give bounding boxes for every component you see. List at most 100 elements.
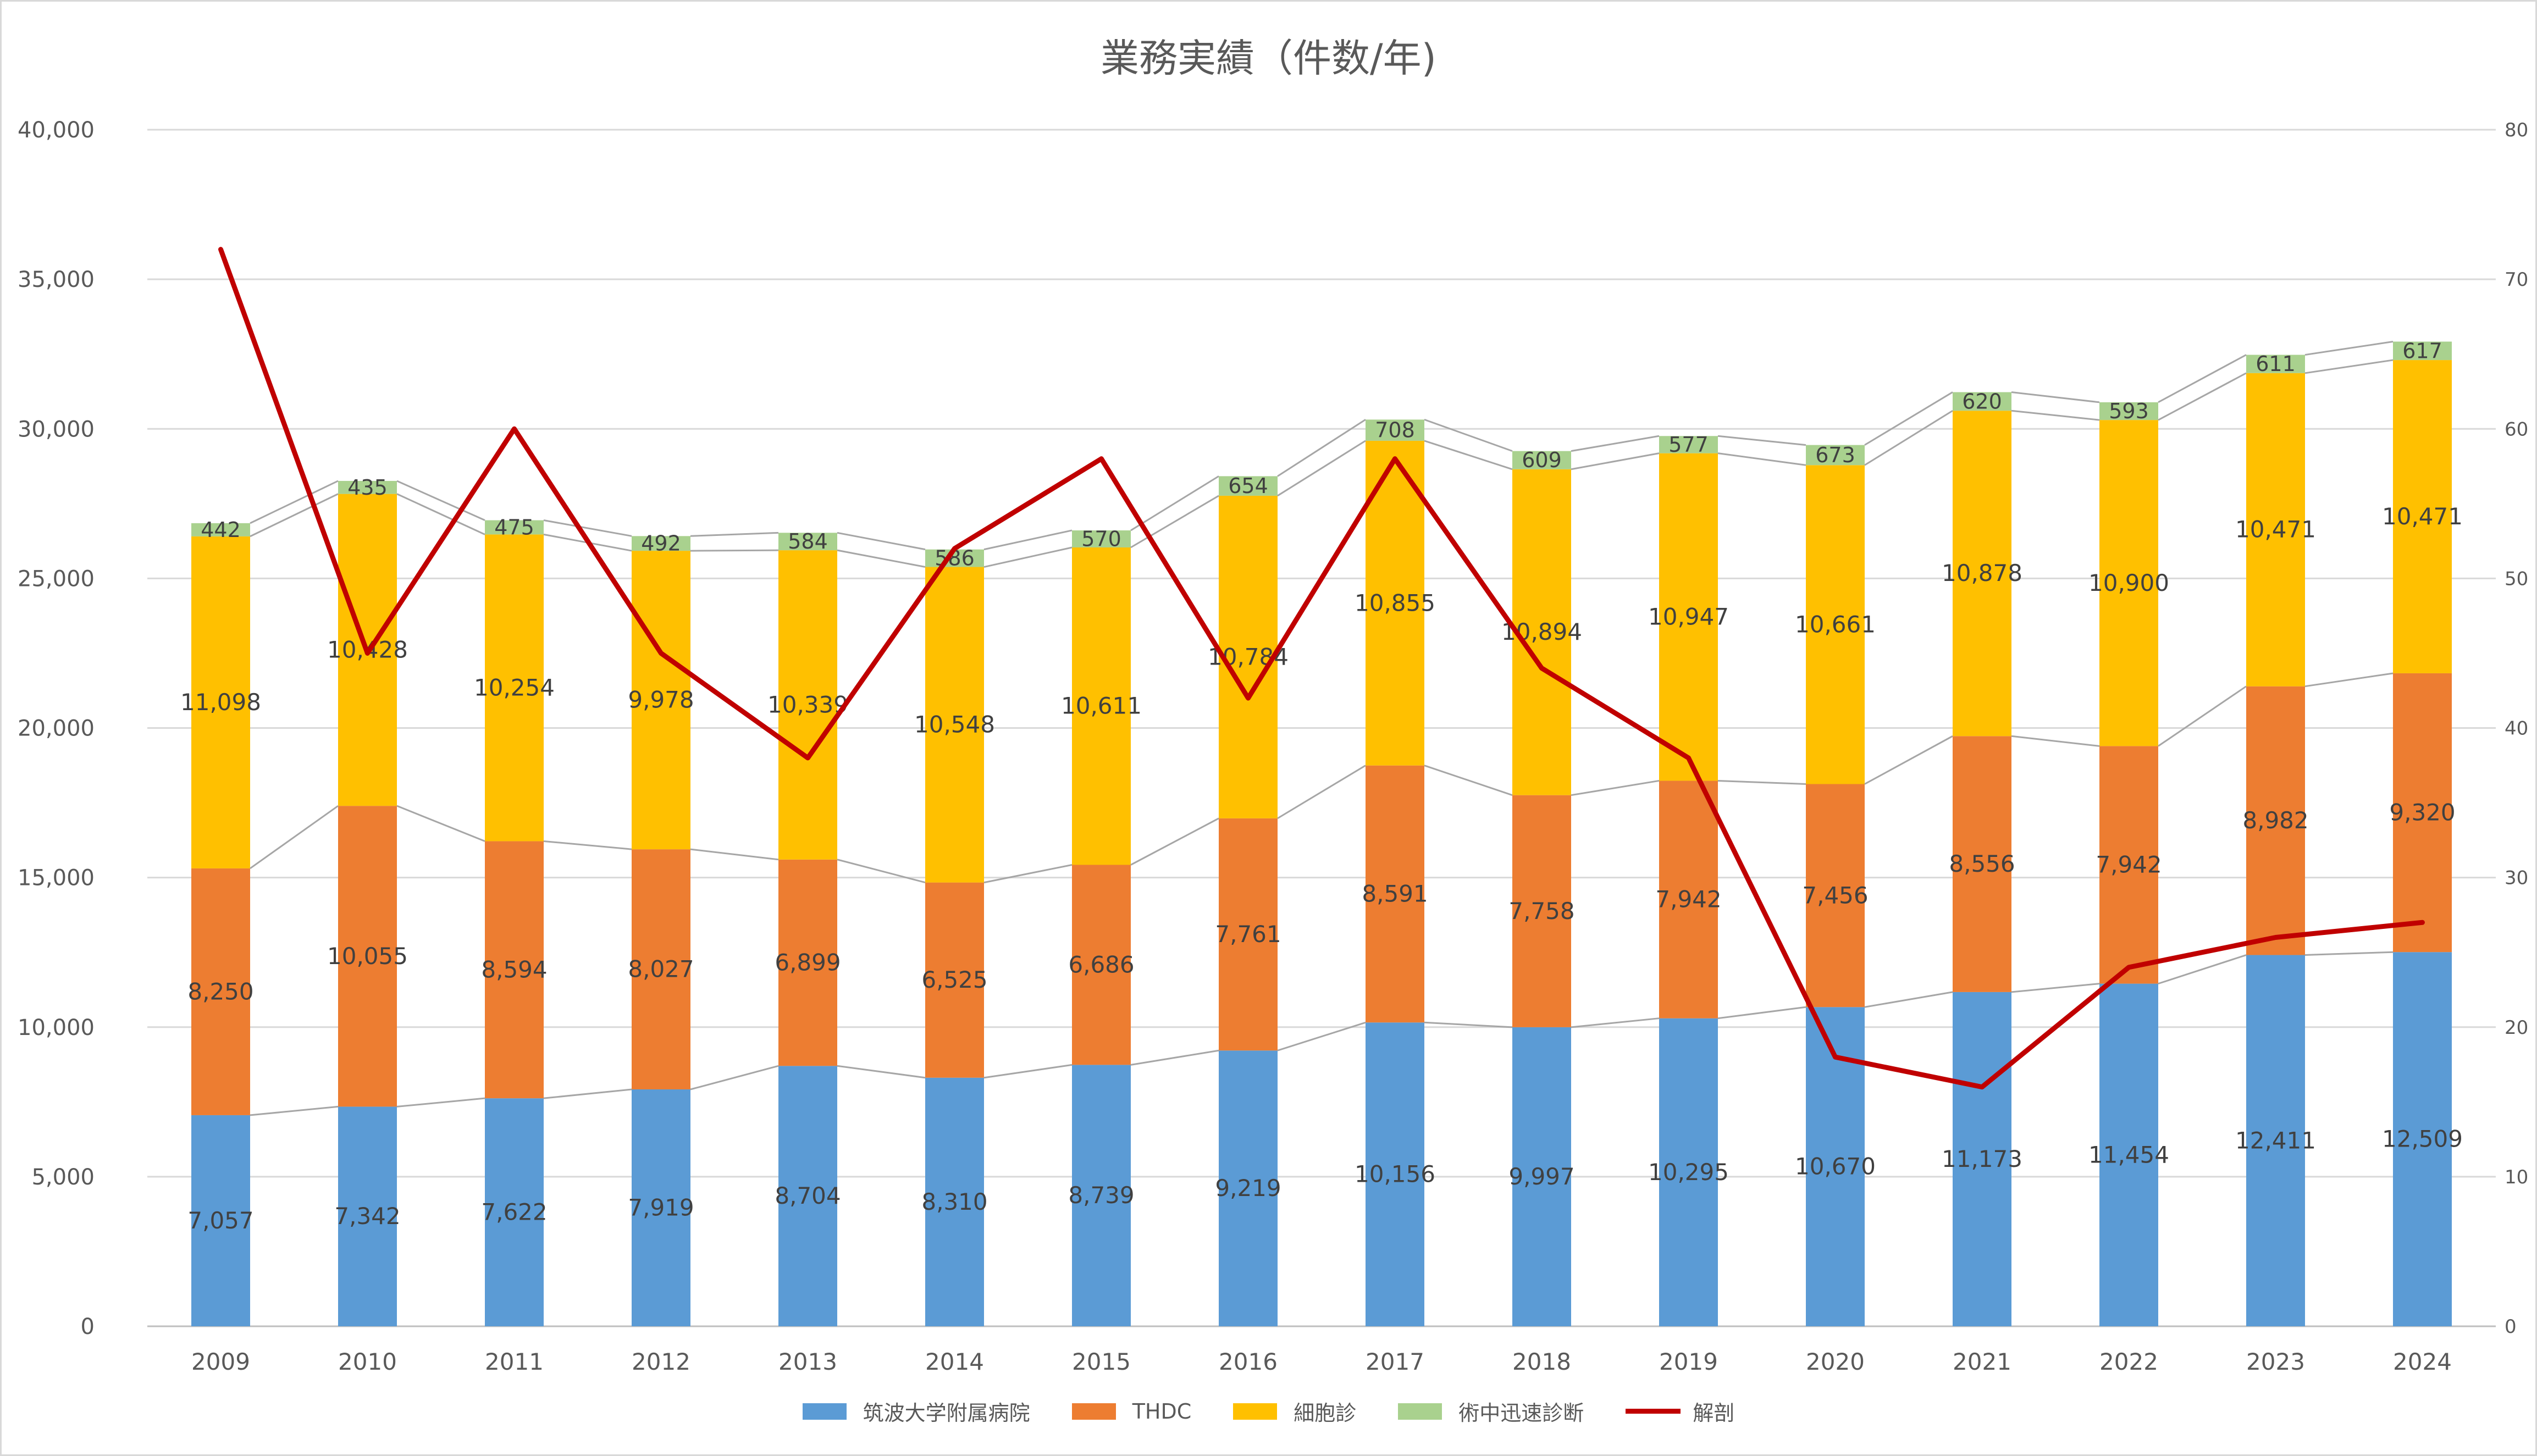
data-label: 10,548 — [914, 711, 995, 738]
data-label: 442 — [201, 518, 241, 542]
bar-segment — [485, 534, 544, 842]
x-axis-ticks: 2009 2010 2011 2012 2013 2014 2015 2016 2017 2018… — [191, 1348, 2452, 1375]
series-connector — [1571, 779, 1660, 796]
data-label: 9,219 — [1215, 1175, 1281, 1202]
data-label: 8,310 — [921, 1188, 987, 1215]
legend-swatch-tsukuba — [802, 1403, 847, 1420]
bar-segment — [632, 1089, 690, 1326]
bar-segment — [338, 806, 397, 1107]
series-connector — [837, 859, 926, 884]
x-tick-label: 2018 — [1512, 1348, 1571, 1375]
data-label: 10,670 — [1795, 1153, 1876, 1180]
y2-tick-label: 50 — [2505, 568, 2528, 590]
series-connector — [396, 1097, 485, 1108]
series-connector — [1277, 440, 1366, 497]
bar-segment — [1953, 411, 2011, 737]
data-label: 6,899 — [775, 949, 841, 976]
series-connector — [396, 805, 485, 842]
legend-swatch-frozen — [1398, 1403, 1442, 1420]
data-label: 6,525 — [921, 966, 987, 993]
x-tick-label: 2010 — [338, 1348, 397, 1375]
x-tick-label: 2016 — [1219, 1348, 1278, 1375]
legend-label-tsukuba: 筑波大学附属病院 — [863, 1401, 1030, 1425]
x-tick-label: 2013 — [778, 1348, 837, 1375]
bar-segment — [1072, 547, 1131, 865]
x-tick-label: 2009 — [191, 1348, 250, 1375]
data-label: 654 — [1228, 474, 1268, 498]
data-label: 11,454 — [2088, 1141, 2169, 1168]
y2-tick-label: 10 — [2505, 1166, 2528, 1188]
data-label: 8,594 — [481, 956, 547, 983]
bar-segment — [1659, 436, 1718, 453]
bar-segment — [925, 882, 984, 1078]
y2-tick-label: 60 — [2505, 418, 2528, 440]
series-connector — [690, 1065, 779, 1090]
data-label: 9,997 — [1508, 1163, 1574, 1190]
bar-segment — [338, 480, 397, 494]
y-tick-label: 25,000 — [18, 566, 95, 591]
data-label: 6,686 — [1068, 951, 1134, 978]
bar-segment — [1953, 736, 2011, 992]
series-connector — [983, 546, 1073, 568]
bar-segment — [191, 1115, 250, 1326]
series-connector — [1717, 452, 1806, 466]
data-label: 609 — [1522, 448, 1562, 472]
series-connector — [837, 549, 926, 568]
line-autopsy — [218, 247, 2425, 1090]
data-label: 10,947 — [1648, 604, 1729, 630]
data-label: 8,027 — [628, 956, 694, 983]
legend: 筑波大学附属病院 THDC 細胞診 術中迅速診断 解剖 — [0, 1396, 2537, 1426]
bar-segment — [1366, 1022, 1424, 1326]
series-connector — [690, 532, 779, 537]
series-connector — [2304, 359, 2394, 374]
data-label: 8,591 — [1362, 880, 1428, 907]
series-connector — [543, 1088, 632, 1099]
x-tick-label: 2021 — [1953, 1348, 2011, 1375]
data-label: 10,295 — [1648, 1159, 1729, 1186]
series-connector — [2011, 409, 2100, 421]
series-connector-lines — [250, 341, 2394, 1116]
x-tick-label: 2022 — [2099, 1348, 2158, 1375]
data-label: 10,900 — [2088, 569, 2169, 596]
legend-label-frozen: 術中迅速診断 — [1458, 1401, 1584, 1425]
x-tick-label: 2019 — [1659, 1348, 1718, 1375]
data-label: 7,761 — [1215, 921, 1281, 948]
y2-tick-label: 20 — [2505, 1017, 2528, 1039]
data-label: 8,704 — [775, 1182, 841, 1209]
bar-segment — [191, 536, 250, 868]
series-connector — [690, 549, 779, 552]
data-label: 617 — [2402, 339, 2442, 363]
data-label: 620 — [1962, 389, 2002, 413]
series-connector — [2011, 983, 2100, 993]
series-connector — [2158, 685, 2247, 747]
data-label: 10,254 — [474, 674, 555, 701]
data-label: 7,622 — [481, 1199, 547, 1226]
data-label: 9,320 — [2389, 799, 2455, 826]
bar-segment — [2099, 420, 2158, 746]
data-label: 7,456 — [1802, 882, 1868, 909]
data-label: 570 — [1081, 527, 1121, 551]
bar-segment — [1512, 469, 1571, 795]
legend-swatch-autopsy — [1626, 1409, 1681, 1414]
y2-axis-ticks: 0 10 20 30 40 50 60 70 80 — [2505, 119, 2528, 1338]
bar-segment — [1659, 1018, 1718, 1326]
data-label: 593 — [2109, 399, 2149, 423]
data-label: 10,471 — [2235, 516, 2316, 543]
legend-item-frozen: 術中迅速診断 — [1398, 1396, 1584, 1426]
y-tick-label: 35,000 — [18, 267, 95, 292]
bar-segment — [778, 533, 837, 551]
data-label: 10,471 — [2382, 503, 2463, 530]
series-connector — [1571, 435, 1660, 452]
bar-segment — [2099, 402, 2158, 420]
bar-segment — [191, 523, 250, 536]
data-label: 8,556 — [1949, 850, 2015, 877]
data-label: 10,661 — [1795, 611, 1876, 638]
data-label: 8,250 — [187, 978, 253, 1005]
bar-segment — [1806, 465, 1865, 784]
y-axis-ticks: 0 5,000 10,000 15,000 20,000 25,000 30,000 35,0… — [18, 118, 95, 1339]
series-connector — [1864, 409, 1953, 466]
bar-segment — [1072, 1065, 1131, 1326]
data-label: 7,057 — [187, 1207, 253, 1234]
data-label: 611 — [2256, 352, 2296, 376]
bar-segment — [1219, 495, 1278, 818]
